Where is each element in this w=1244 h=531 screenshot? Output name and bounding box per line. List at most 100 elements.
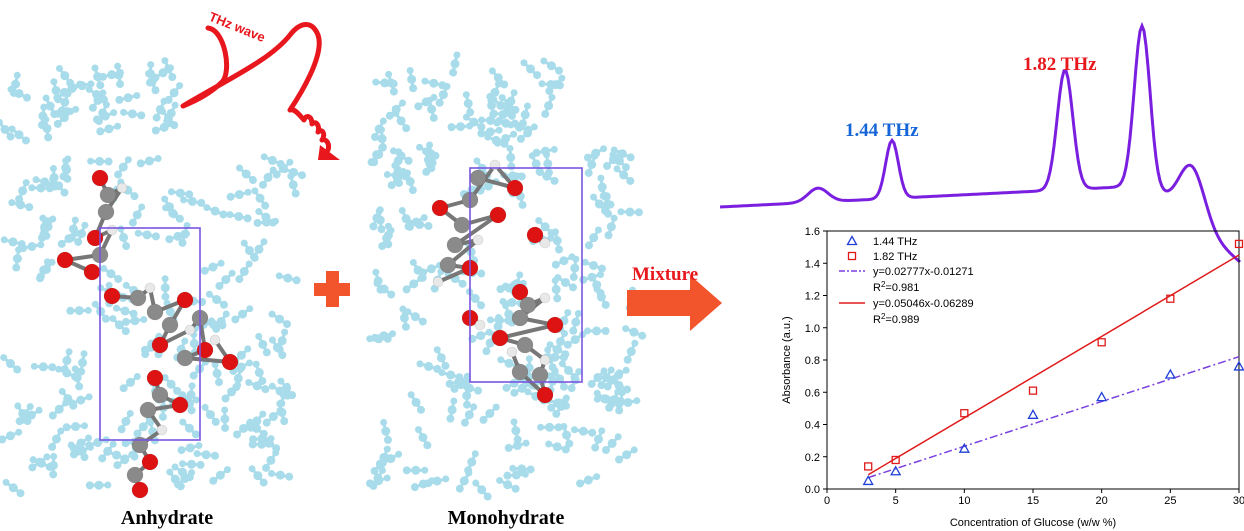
packing-atom	[118, 162, 128, 172]
packing-atom	[510, 418, 518, 426]
packing-atom	[78, 358, 88, 368]
packing-atom	[615, 455, 624, 464]
packing-atom	[421, 466, 429, 474]
packing-atom	[0, 118, 3, 126]
packing-atom	[91, 64, 99, 72]
packing-atom	[453, 51, 461, 59]
molecule-bond	[499, 323, 556, 340]
packing-atom	[261, 385, 270, 394]
data-point-triangle	[958, 442, 970, 453]
packing-atom	[626, 176, 635, 185]
packing-atom	[419, 268, 428, 277]
packing-atom	[152, 113, 161, 122]
carbon-atom	[151, 386, 169, 404]
packing-atom	[127, 109, 137, 119]
packing-atom	[60, 97, 70, 107]
packing-atom	[104, 481, 112, 489]
packing-atom	[264, 438, 274, 448]
packing-atom	[218, 321, 227, 330]
packing-atom	[103, 446, 113, 456]
packing-atom	[187, 459, 197, 469]
packing-atom	[570, 263, 580, 273]
packing-atom	[268, 310, 276, 318]
packing-atom	[120, 306, 130, 316]
packing-atom	[15, 428, 23, 436]
packing-atom	[517, 383, 527, 393]
packing-atom	[49, 470, 58, 479]
packing-atom	[427, 104, 437, 114]
packing-atom	[383, 171, 391, 179]
packing-atom	[252, 416, 262, 426]
packing-atom	[638, 331, 647, 340]
packing-atom	[13, 365, 22, 374]
packing-atom	[490, 87, 500, 97]
packing-atom	[506, 96, 516, 106]
packing-atom	[497, 356, 505, 364]
packing-atom	[545, 422, 555, 432]
packing-atom	[268, 382, 276, 390]
packing-atom	[239, 423, 249, 433]
packing-atom	[477, 485, 487, 495]
packing-atom	[39, 214, 47, 222]
packing-atom	[492, 403, 500, 411]
packing-atom	[57, 106, 66, 115]
fit-line-2	[867, 254, 1240, 476]
packing-atom	[236, 362, 246, 372]
packing-atom	[427, 164, 436, 173]
packing-atom	[244, 345, 252, 353]
packing-atom	[51, 434, 61, 444]
packing-atom	[142, 230, 152, 240]
packing-atom	[211, 417, 220, 426]
y-tick-label: 0.4	[805, 420, 820, 432]
packing-atom	[114, 122, 122, 130]
packing-atom	[43, 258, 51, 266]
packing-atom	[540, 57, 548, 65]
packing-atom	[116, 68, 124, 76]
carbon-atom	[126, 466, 144, 484]
packing-atom	[170, 121, 179, 130]
packing-atom	[252, 381, 262, 391]
packing-atom	[259, 478, 268, 487]
packing-atom	[387, 181, 396, 190]
packing-atom	[117, 225, 125, 233]
packing-atom	[589, 260, 599, 270]
packing-atom	[389, 330, 397, 338]
packing-atom	[53, 93, 62, 102]
packing-atom	[226, 211, 234, 219]
packing-atom	[141, 350, 150, 359]
packing-atom	[77, 81, 87, 91]
hydrogen-atom	[106, 224, 118, 236]
packing-atom	[416, 405, 425, 414]
hydrogen-atom	[539, 354, 551, 366]
packing-atom	[99, 89, 107, 97]
packing-atom	[421, 147, 429, 155]
packing-atom	[40, 103, 48, 111]
packing-atom	[50, 452, 58, 460]
carbon-atom	[139, 401, 157, 419]
packing-atom	[502, 383, 511, 392]
packing-atom	[525, 355, 533, 363]
packing-atom	[168, 73, 177, 82]
hydrogen-atom	[156, 424, 168, 436]
thz-absorption-spectrum-curve	[719, 21, 1242, 264]
packing-atom	[496, 100, 506, 110]
packing-atom	[181, 337, 189, 345]
thz-arrowhead-icon	[318, 145, 340, 160]
packing-atom	[188, 469, 196, 477]
carbon-atom	[161, 316, 179, 334]
packing-atom	[12, 254, 22, 264]
packing-atom	[268, 218, 277, 227]
packing-atom	[441, 361, 450, 370]
packing-atom	[286, 158, 294, 166]
oxygen-atom	[491, 329, 509, 347]
packing-atom	[552, 409, 561, 418]
oxygen-atom	[431, 199, 449, 217]
packing-atom	[375, 207, 383, 215]
legend-r-squared: R2=0.989	[873, 312, 919, 326]
packing-atom	[477, 301, 486, 310]
packing-atom	[584, 327, 592, 335]
packing-atom	[55, 64, 63, 72]
packing-atom	[558, 74, 566, 82]
packing-atom	[561, 350, 570, 359]
packing-atom	[292, 276, 301, 285]
